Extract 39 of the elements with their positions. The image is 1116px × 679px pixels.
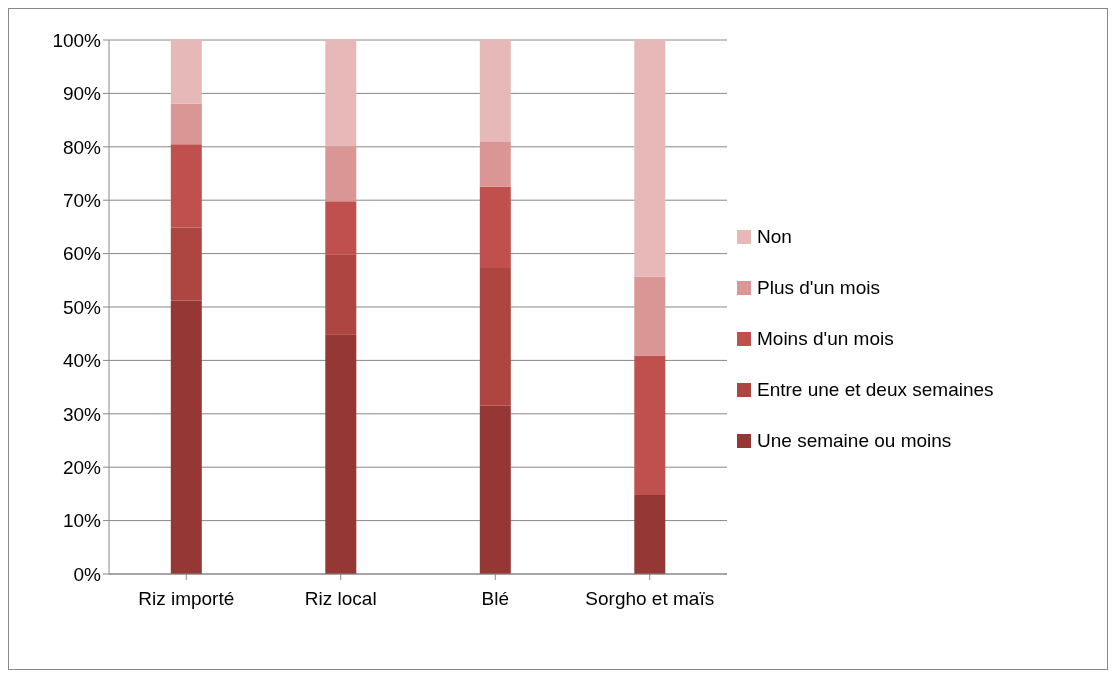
bar bbox=[479, 186, 511, 269]
bar bbox=[634, 276, 666, 356]
bar bbox=[325, 201, 357, 255]
legend-label: Plus d'un mois bbox=[757, 277, 880, 299]
bar bbox=[479, 141, 511, 187]
y-tick-label: 0% bbox=[73, 563, 102, 585]
bar bbox=[170, 40, 202, 104]
y-tick-label: 90% bbox=[62, 83, 102, 105]
x-tick-label: Riz importé bbox=[138, 588, 235, 610]
bar bbox=[325, 334, 357, 574]
y-tick-label: 100% bbox=[52, 29, 102, 51]
x-tick-label: Sorgho et maïs bbox=[585, 588, 715, 610]
legend-label: Moins d'un mois bbox=[757, 328, 894, 350]
y-tick-label: 40% bbox=[62, 350, 102, 372]
y-tick-label: 10% bbox=[62, 510, 102, 532]
y-tick-label: 30% bbox=[62, 403, 102, 425]
bar bbox=[479, 268, 511, 406]
legend-label: Une semaine ou moins bbox=[757, 430, 952, 452]
bar bbox=[325, 40, 357, 147]
bar bbox=[479, 40, 511, 142]
bar bbox=[634, 494, 666, 574]
y-tick-label: 70% bbox=[62, 189, 102, 211]
bar bbox=[479, 405, 511, 574]
bar bbox=[325, 146, 357, 202]
y-tick-label: 80% bbox=[62, 136, 102, 158]
bar bbox=[634, 355, 666, 495]
bar bbox=[325, 254, 357, 335]
y-tick-label: 60% bbox=[62, 243, 102, 265]
bar bbox=[170, 144, 202, 228]
bar bbox=[634, 40, 666, 277]
bar bbox=[170, 103, 202, 145]
legend-label: Non bbox=[757, 226, 792, 248]
x-tick-label: Riz local bbox=[304, 588, 377, 610]
y-tick-label: 20% bbox=[62, 456, 102, 478]
y-tick-label: 50% bbox=[62, 296, 102, 318]
x-tick-label: Blé bbox=[481, 588, 509, 610]
bar bbox=[170, 227, 202, 301]
bar bbox=[170, 300, 202, 574]
legend-label: Entre une et deux semaines bbox=[757, 379, 994, 401]
